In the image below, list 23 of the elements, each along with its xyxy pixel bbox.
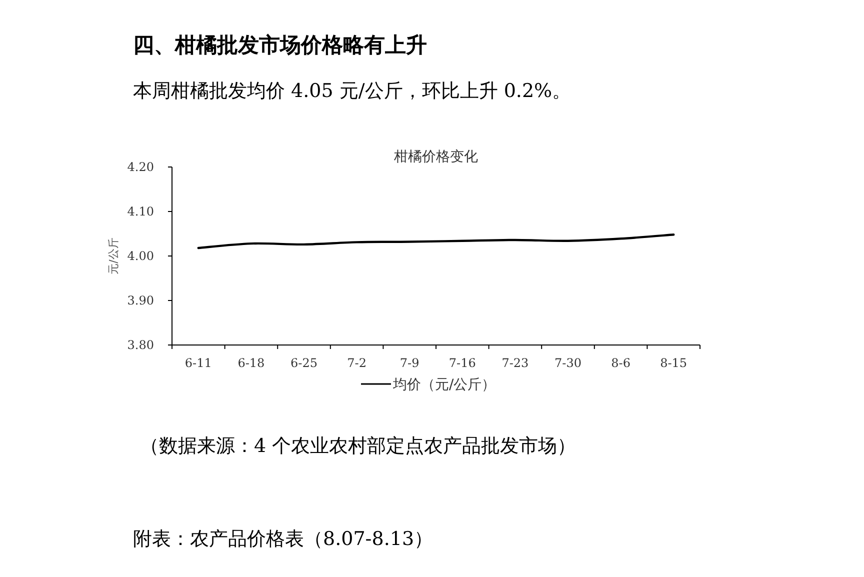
x-tick-label: 7-16: [448, 356, 476, 370]
x-tick-label: 8-6: [611, 356, 630, 370]
x-tick-label: 6-11: [184, 356, 212, 370]
x-tick-label: 7-9: [400, 356, 420, 370]
y-tick-label: 3.90: [127, 294, 154, 308]
x-tick-label: 7-23: [502, 356, 529, 370]
text: 附表：农产品价格表（8.07-8.13）: [133, 528, 434, 550]
x-tick-label: 7-30: [554, 356, 582, 370]
x-tick-label: 6-18: [238, 356, 265, 370]
y-axis-title: 元/公斤: [107, 238, 120, 274]
text: （数据来源：4 个农业农村部定点农产品批发市场）: [140, 435, 576, 457]
chart-title: 柑橘价格变化: [393, 149, 478, 165]
y-tick-label: 4.00: [127, 249, 154, 263]
text: 四、柑橘批发市场价格略有上升: [133, 32, 427, 57]
line-series: [197, 234, 675, 250]
legend-label: 均价（元/公斤）: [392, 377, 496, 393]
x-tick-label: 6-25: [290, 356, 318, 370]
x-tick-label: 8-15: [660, 356, 688, 370]
x-tick-label: 7-2: [347, 356, 366, 370]
y-tick-label: 4.20: [127, 160, 154, 174]
y-tick-label: 3.80: [127, 338, 154, 352]
text: 本周柑橘批发均价 4.05 元/公斤，环比上升 0.2%。: [133, 80, 572, 102]
y-tick-label: 4.10: [127, 204, 154, 218]
